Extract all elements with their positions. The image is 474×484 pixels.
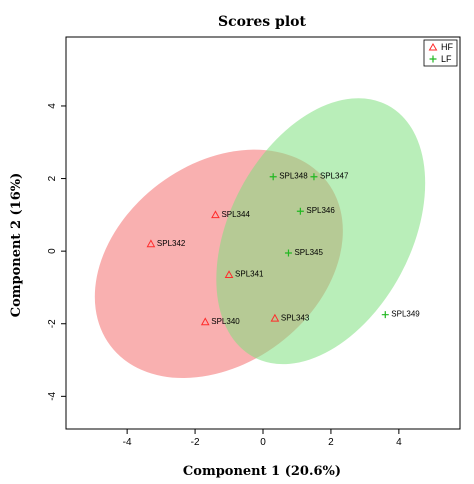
point-label-spl341: SPL341: [235, 270, 264, 279]
chart-title: Scores plot: [218, 14, 306, 30]
legend-box: [423, 39, 458, 67]
y-tick-label: -4: [47, 391, 58, 400]
y-tick-label: 4: [47, 103, 58, 109]
x-tick-label: -2: [191, 437, 200, 448]
point-marker-spl344: [211, 210, 220, 219]
point-label-spl347: SPL347: [320, 172, 349, 181]
point-label-spl345: SPL345: [294, 248, 323, 257]
point-marker-spl341: [224, 270, 234, 279]
legend: HF LF: [423, 39, 458, 67]
y-axis-label: Component 2 (16%): [9, 173, 24, 318]
confidence-ellipses: [94, 98, 426, 379]
x-tick-label: -4: [123, 437, 132, 448]
y-tick-label: 0: [47, 248, 58, 254]
point-label-spl348: SPL348: [279, 172, 308, 181]
point-label-spl343: SPL343: [281, 313, 310, 322]
point-label-spl340: SPL340: [211, 317, 240, 326]
point-marker-spl343: [270, 313, 280, 322]
point-label-spl346: SPL346: [306, 206, 335, 215]
point-marker-spl347: [310, 173, 318, 181]
x-tick-label: 4: [396, 437, 402, 448]
point-label-spl344: SPL344: [221, 210, 250, 219]
point-marker-spl340: [200, 317, 210, 326]
point-marker-spl342: [146, 239, 156, 248]
point-marker-spl348: [269, 173, 277, 181]
y-tick-label: 2: [47, 175, 58, 181]
x-tick-label: 2: [328, 437, 334, 448]
x-tick-label: 0: [260, 437, 266, 448]
point-marker-spl345: [284, 249, 292, 257]
ellipse-lf: [216, 98, 426, 365]
point-label-spl342: SPL342: [157, 239, 186, 248]
legend-lf-marker: [429, 55, 437, 63]
y-axis-ticks: -4 -2 0 2 4: [47, 103, 66, 401]
point-marker-spl349: [381, 311, 389, 319]
point-marker-spl346: [296, 207, 304, 215]
legend-hf-label: HF: [441, 42, 453, 52]
legend-lf-label: LF: [441, 54, 452, 64]
legend-hf-marker: [428, 43, 438, 51]
data-points: SPL342 SPL344 SPL341 SPL340 SPL343 SPL348 SPL3…: [146, 172, 420, 326]
x-axis-label: Component 1 (20.6%): [183, 464, 341, 479]
x-axis-ticks: -4 -2 0 2 4: [123, 429, 402, 448]
y-tick-label: -2: [47, 319, 58, 328]
point-label-spl349: SPL349: [391, 310, 420, 319]
